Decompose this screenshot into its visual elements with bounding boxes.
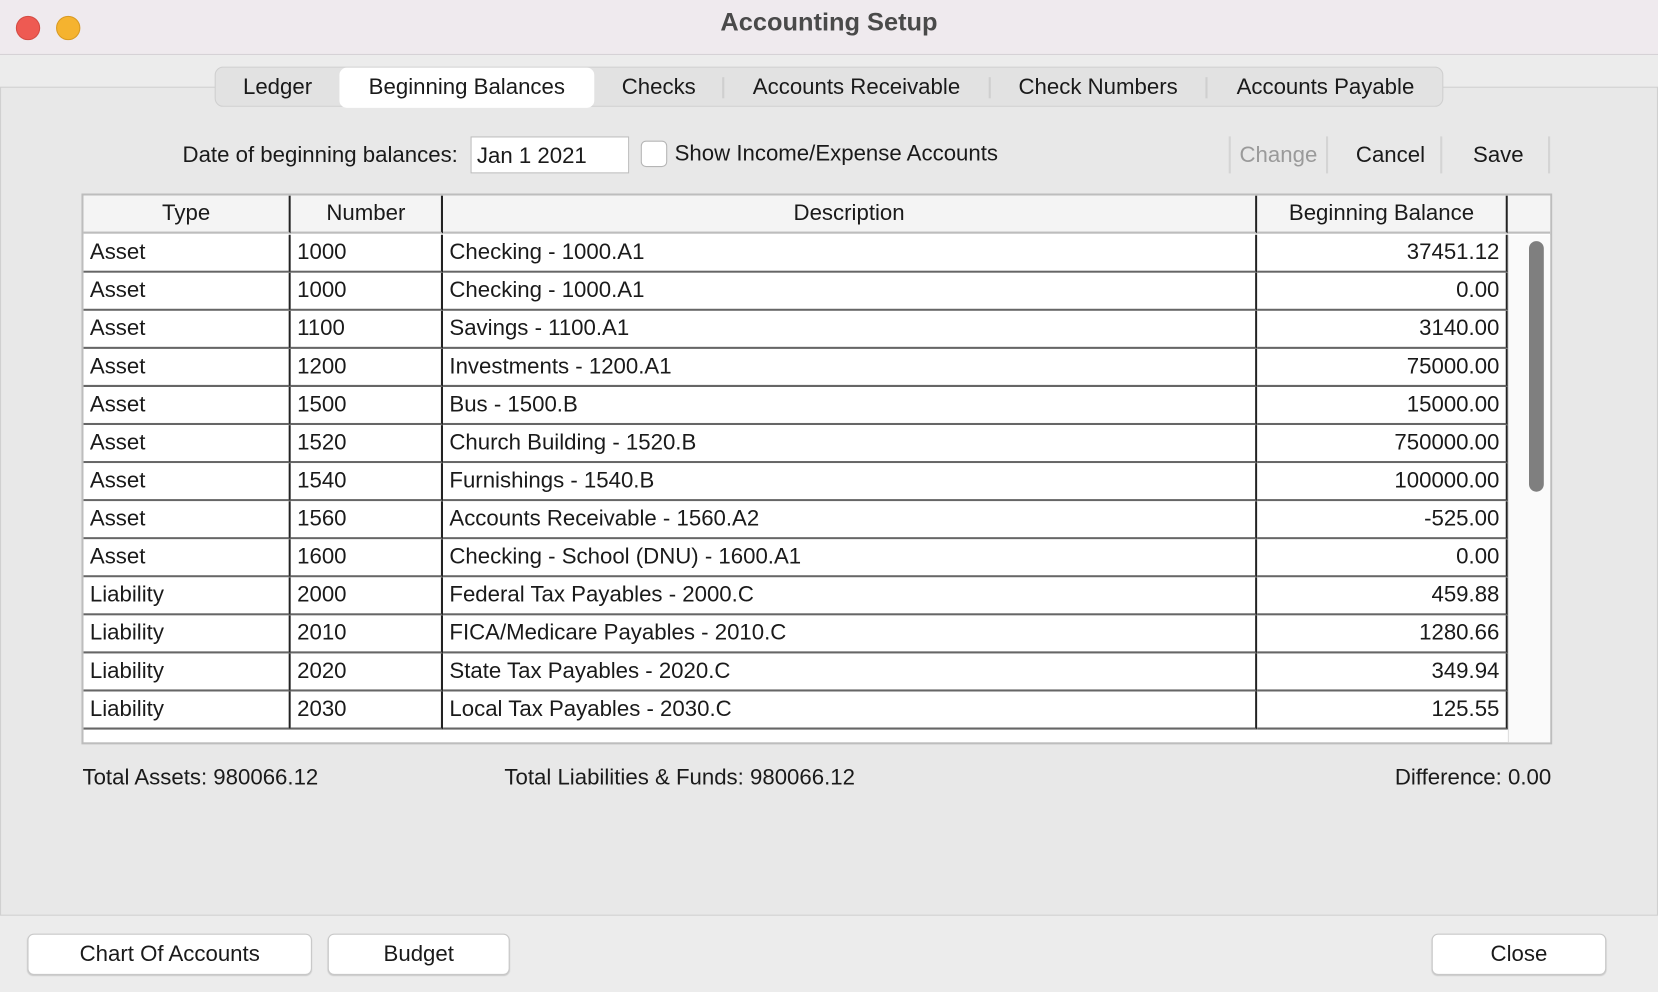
table-cell: 1520 (290, 425, 444, 464)
save-button[interactable]: Save (1449, 136, 1551, 174)
table-cell: 1200 (290, 348, 444, 388)
change-button[interactable]: Change (1228, 136, 1329, 174)
table-cell: State Tax Payables - 2020.C (443, 653, 1258, 692)
tab-separator (722, 77, 725, 99)
table-cell: 0.00 (1257, 539, 1508, 578)
column-header[interactable]: Number (290, 195, 444, 234)
table-cell: Federal Tax Payables - 2000.C (443, 577, 1258, 616)
table-cell: 1560 (290, 501, 444, 540)
table-cell: Bus - 1500.B (443, 387, 1258, 426)
table-cell: Liability (83, 615, 291, 654)
table-cell: Asset (83, 463, 291, 502)
tab[interactable]: Ledger (242, 75, 313, 100)
table-cell: 2000 (290, 577, 444, 616)
total-assets: Total Assets: 980066.12 (82, 765, 319, 790)
table-cell: 2010 (290, 615, 444, 654)
tab-separator (988, 77, 991, 99)
table-cell: Asset (83, 539, 291, 578)
table-cell: FICA/Medicare Payables - 2010.C (443, 615, 1258, 654)
table-cell: Investments - 1200.A1 (443, 348, 1258, 388)
table-cell: Asset (83, 501, 291, 540)
tab-bar: Ledger Beginning Balances Checks Accounts R… (214, 66, 1444, 108)
tab[interactable]: Check Numbers (1018, 75, 1178, 100)
header-corner (1507, 195, 1551, 234)
date-input[interactable]: Jan 1 2021 (470, 136, 630, 174)
table-cell: Asset (83, 387, 291, 426)
table-cell: 1000 (290, 234, 444, 273)
table-cell: Savings - 1100.A1 (443, 310, 1258, 349)
table-cell: Asset (83, 234, 291, 273)
table-cell: 1500 (290, 387, 444, 426)
tab[interactable]: Accounts Receivable (752, 75, 961, 100)
table-cell: Accounts Receivable - 1560.A2 (443, 501, 1258, 540)
table-cell: Church Building - 1520.B (443, 425, 1258, 464)
table-cell: Checking - 1000.A1 (443, 272, 1258, 311)
table-cell: 100000.00 (1257, 463, 1508, 502)
close-light[interactable] (15, 15, 41, 41)
title-bar (0, 0, 1658, 55)
table-cell: 750000.00 (1257, 425, 1508, 464)
table-cell: 0.00 (1257, 272, 1508, 311)
date-label: Date of beginning balances: (182, 142, 458, 168)
table-cell: Asset (83, 272, 291, 311)
table-cell: Local Tax Payables - 2030.C (443, 691, 1258, 730)
table-cell: 37451.12 (1257, 234, 1508, 273)
column-header[interactable]: Beginning Balance (1257, 195, 1508, 234)
chart-of-accounts-button[interactable]: Chart Of Accounts (27, 933, 312, 975)
checkbox-label: Show Income/Expense Accounts (674, 141, 999, 167)
minimize-light[interactable] (56, 15, 81, 41)
table-cell: 75000.00 (1257, 348, 1508, 388)
table-cell: 3140.00 (1257, 310, 1508, 349)
tab-separator (1205, 77, 1208, 99)
table-cell: 1540 (290, 463, 444, 502)
budget-button[interactable]: Budget (327, 933, 510, 975)
tab[interactable]: Checks (621, 75, 696, 100)
table-cell: Furnishings - 1540.B (443, 463, 1258, 502)
total-liabilities: Total Liabilities & Funds: 980066.12 (504, 765, 855, 790)
window-title: Accounting Setup (720, 8, 938, 38)
table-cell: -525.00 (1257, 501, 1508, 540)
table-cell: 349.94 (1257, 653, 1508, 692)
table-cell: 125.55 (1257, 691, 1508, 730)
table-cell: 1000 (290, 272, 444, 311)
cancel-button[interactable]: Cancel (1341, 136, 1443, 174)
scroll-thumb[interactable] (1529, 241, 1544, 492)
column-header[interactable]: Description (443, 195, 1258, 234)
difference: Difference: 0.00 (1394, 765, 1552, 790)
checkbox[interactable] (640, 140, 668, 168)
table-cell: Liability (83, 577, 291, 616)
table-cell: 2020 (290, 653, 444, 692)
tab[interactable]: Accounts Payable (1236, 75, 1415, 100)
table-cell: 1600 (290, 539, 444, 578)
table: Type Number Description Beginning Balance As… (81, 193, 1553, 745)
table-cell: 1100 (290, 310, 444, 349)
table-cell: 2030 (290, 691, 444, 730)
table-cell: 15000.00 (1257, 387, 1508, 426)
table-cell: Liability (83, 653, 291, 692)
table-cell: Checking - School (DNU) - 1600.A1 (443, 539, 1258, 578)
table-cell: Asset (83, 348, 291, 388)
table-cell: Asset (83, 425, 291, 464)
table-cell: 459.88 (1257, 577, 1508, 616)
tab[interactable]: Beginning Balances (339, 67, 595, 108)
close-button[interactable]: Close (1431, 933, 1607, 975)
table-cell: 1280.66 (1257, 615, 1508, 654)
table-cell: Liability (83, 691, 291, 730)
column-header[interactable]: Type (83, 195, 291, 234)
table-cell: Checking - 1000.A1 (443, 234, 1258, 273)
table-cell: Asset (83, 310, 291, 349)
